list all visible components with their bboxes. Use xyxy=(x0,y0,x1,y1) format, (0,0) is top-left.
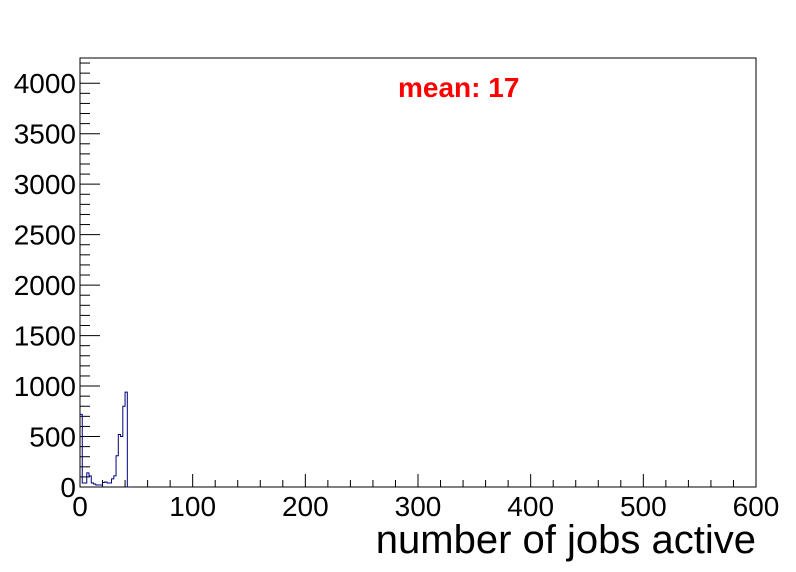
y-tick-label: 4000 xyxy=(14,68,76,99)
x-tick-label: 400 xyxy=(507,491,554,522)
y-tick-label: 1000 xyxy=(14,371,76,402)
y-tick-label: 0 xyxy=(60,472,76,503)
mean-annotation: mean: 17 xyxy=(398,72,519,103)
y-tick-label: 500 xyxy=(29,422,76,453)
plot-frame xyxy=(79,57,757,488)
x-tick-label: 100 xyxy=(169,491,216,522)
y-tick-label: 3000 xyxy=(14,169,76,200)
x-axis-title: number of jobs active xyxy=(376,518,756,562)
y-tick-label: 2500 xyxy=(14,220,76,251)
x-tick-label: 200 xyxy=(282,491,329,522)
y-tick-label: 2000 xyxy=(14,270,76,301)
x-tick-label: 500 xyxy=(620,491,667,522)
x-tick-label: 300 xyxy=(395,491,442,522)
y-tick-labels: 0 500 1000 1500 2000 2500 3000 3500 4000 xyxy=(14,68,76,503)
x-tick-label: 0 xyxy=(72,491,88,522)
x-tick-label: 600 xyxy=(733,491,780,522)
histogram-series-line xyxy=(80,391,132,488)
y-tick-label: 3500 xyxy=(14,119,76,150)
y-tick-label: 1500 xyxy=(14,321,76,352)
x-tick-labels: 0 100 200 300 400 500 600 xyxy=(72,491,779,522)
axis-ticks xyxy=(79,62,757,488)
